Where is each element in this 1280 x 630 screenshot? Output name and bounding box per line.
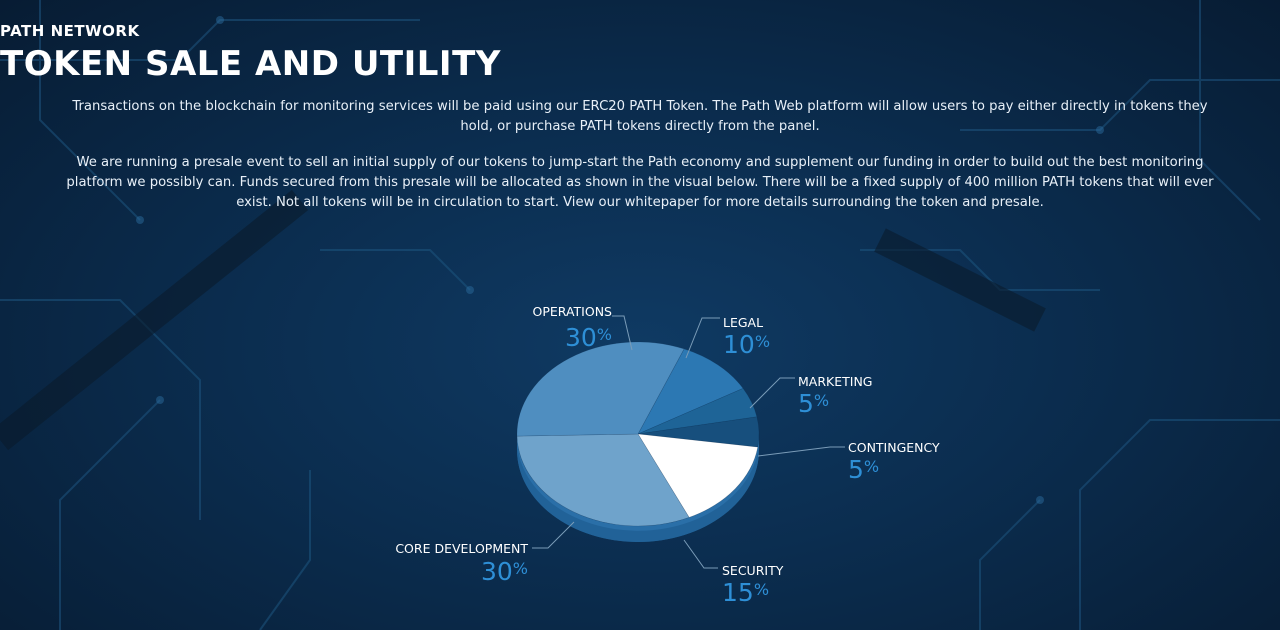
slice-label-legal: LEGAL <box>723 315 763 330</box>
slice-label-marketing: MARKETING <box>798 374 872 389</box>
slice-value-legal: 10% <box>723 330 770 359</box>
pie-rim <box>517 434 759 542</box>
pie-slice-marketing <box>637 388 758 435</box>
page-title: TOKEN SALE AND UTILITY <box>0 44 501 84</box>
leader-line-marketing <box>749 377 795 409</box>
leader-line-core-development <box>532 521 575 549</box>
slice-value-security: 15% <box>722 578 769 607</box>
pie-slice-legal <box>637 348 744 435</box>
slice-label-operations: OPERATIONS <box>533 304 613 319</box>
slice-value-core-development: 30% <box>481 557 528 586</box>
slice-value-contingency: 5% <box>848 455 879 484</box>
pie-slice-operations <box>516 341 685 437</box>
pie-slice-security <box>637 433 759 518</box>
section-eyebrow: PATH NETWORK <box>0 22 140 40</box>
pie-slice-core-development <box>516 433 690 527</box>
slice-label-core-development: CORE DEVELOPMENT <box>395 541 528 556</box>
slice-value-operations: 30% <box>565 323 612 352</box>
intro-paragraph: Transactions on the blockchain for monit… <box>72 99 1208 134</box>
slice-label-security: SECURITY <box>722 563 784 578</box>
leader-line-legal <box>685 317 720 359</box>
leader-line-contingency <box>757 446 845 457</box>
presale-paragraph: We are running a presale event to sell a… <box>66 155 1214 210</box>
slice-label-contingency: CONTINGENCY <box>848 440 940 455</box>
leader-line-operations <box>612 315 633 351</box>
slice-value-marketing: 5% <box>798 389 829 418</box>
leader-line-security <box>683 539 718 569</box>
pie-slice-contingency <box>637 416 760 448</box>
